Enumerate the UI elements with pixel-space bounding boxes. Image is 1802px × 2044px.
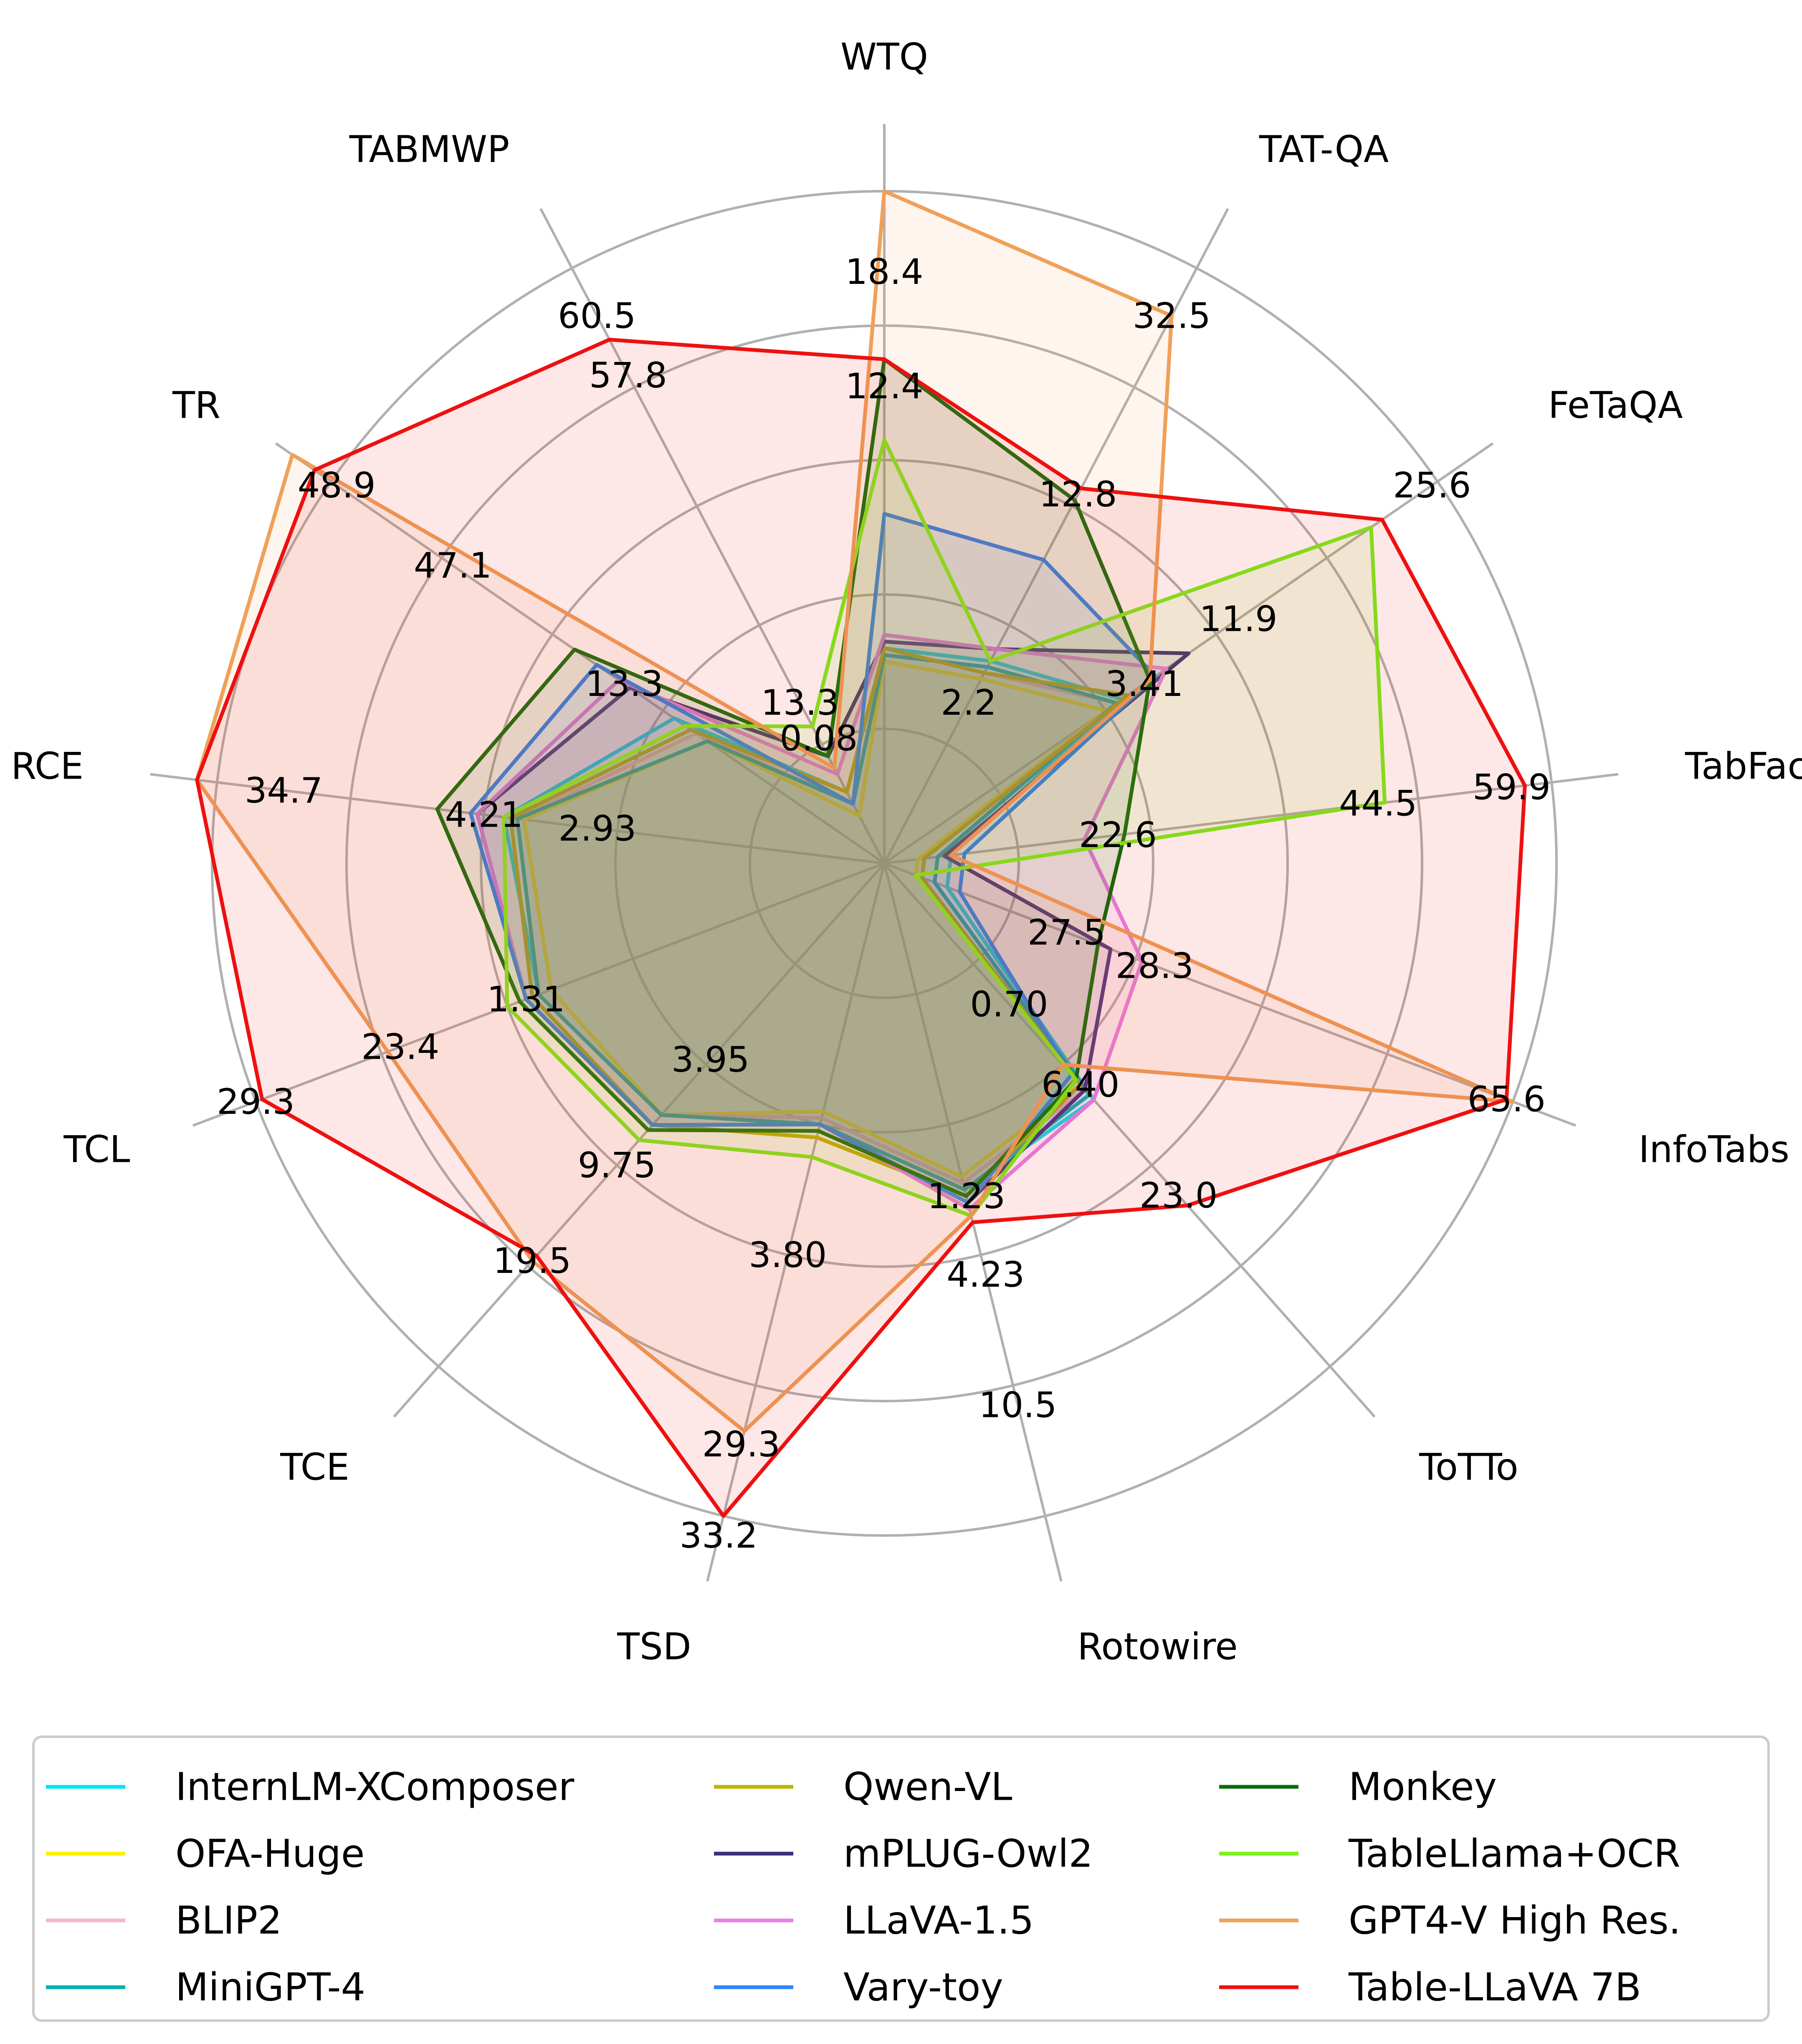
value-label: 2.2 xyxy=(941,682,997,723)
value-label: 23.4 xyxy=(361,1027,439,1068)
axis-labels: WTQ TAT-QA FeTaQA TabFact InfoTabs ToTTo Rotow… xyxy=(11,35,1802,1668)
axis-label-fetaqa: FeTaQA xyxy=(1548,384,1683,427)
series-table-llava-7b xyxy=(195,338,1527,1518)
value-label: 12.4 xyxy=(845,366,923,407)
axis-label-tsd: TSD xyxy=(617,1625,691,1668)
value-label: 28.3 xyxy=(1116,945,1194,986)
axis-label-tabfact: TabFact xyxy=(1685,745,1802,788)
value-label: 60.5 xyxy=(558,295,636,336)
value-label: 3.80 xyxy=(749,1234,827,1275)
legend-entry-gpt4-v-high-res-: GPT4-V High Res. xyxy=(1349,1898,1681,1943)
value-label: 3.41 xyxy=(1105,663,1183,704)
axis-line-tsd xyxy=(706,863,886,1582)
radar-series xyxy=(195,189,1527,1518)
legend-entry-monkey: Monkey xyxy=(1349,1765,1497,1809)
value-label: 59.9 xyxy=(1473,767,1551,808)
value-label: 13.3 xyxy=(761,682,839,723)
axis-label-tr: TR xyxy=(172,384,220,427)
axis-label-wtq: WTQ xyxy=(840,35,928,78)
legend-entry-qwen-vl: Qwen-VL xyxy=(843,1765,1012,1809)
legend-entry-mplug-owl2: mPLUG-Owl2 xyxy=(843,1832,1093,1876)
legend-entry-blip2: BLIP2 xyxy=(175,1898,282,1943)
value-label: 32.5 xyxy=(1133,295,1211,336)
series-llava-1-5 xyxy=(475,633,1169,1211)
value-label: 12.8 xyxy=(1039,474,1117,515)
axis-label-infotabs: InfoTabs xyxy=(1638,1128,1789,1171)
value-label: 0.70 xyxy=(970,984,1048,1025)
legend-entry-minigpt-4: MiniGPT-4 xyxy=(175,1965,365,2010)
value-label: 27.5 xyxy=(1028,912,1106,953)
value-label: 6.40 xyxy=(1041,1064,1119,1105)
series-tablellama-ocr xyxy=(502,438,1387,1218)
value-label: 9.75 xyxy=(578,1145,656,1186)
axis-label-rotowire: Rotowire xyxy=(1077,1625,1238,1668)
axis-label-rce: RCE xyxy=(11,745,84,788)
value-label: 23.0 xyxy=(1139,1175,1217,1216)
value-label: 22.6 xyxy=(1079,815,1157,855)
axis-line-tabfact xyxy=(884,773,1619,865)
series-gpt4-v-high-res- xyxy=(195,189,1515,1433)
value-label: 10.5 xyxy=(979,1384,1057,1425)
legend-frame xyxy=(32,1735,1770,2022)
value-labels: 18.4 12.4 32.5 12.8 2.2 25.6 11.9 3.41 59.9 44.5 2… xyxy=(217,251,1551,1556)
axis-label-tat-qa: TAT-QA xyxy=(1259,128,1389,171)
value-label: 13.3 xyxy=(585,663,663,704)
value-label: 11.9 xyxy=(1199,599,1277,640)
value-label: 47.1 xyxy=(414,545,492,586)
value-label: 1.31 xyxy=(487,979,565,1019)
value-label: 19.5 xyxy=(493,1240,571,1281)
value-label: 4.21 xyxy=(445,794,523,835)
value-label: 1.23 xyxy=(927,1176,1005,1217)
axis-label-totto: ToTTo xyxy=(1419,1446,1519,1489)
legend-entry-tablellama-ocr: TableLlama+OCR xyxy=(1348,1832,1681,1876)
value-label: 48.9 xyxy=(298,465,376,506)
legend-entry-ofa-huge: OFA-Huge xyxy=(175,1832,365,1876)
value-label: 65.6 xyxy=(1468,1079,1546,1120)
value-label: 44.5 xyxy=(1339,783,1417,824)
value-label: 25.6 xyxy=(1393,465,1471,506)
value-label: 57.8 xyxy=(589,355,667,396)
axis-line-totto xyxy=(883,863,1376,1418)
axis-label-tcl: TCL xyxy=(63,1128,130,1171)
legend: InternLM-XComposer OFA-Huge BLIP2 MiniGPT-4… xyxy=(32,1735,1770,2022)
axis-line-infotabs xyxy=(883,862,1576,1127)
axis-label-tabmwp: TABMWP xyxy=(349,128,510,171)
value-label: 34.7 xyxy=(245,770,323,811)
value-label: 2.93 xyxy=(558,808,636,849)
legend-entry-table-llava-7b: Table-LLaVA 7B xyxy=(1348,1965,1641,2010)
value-label: 29.3 xyxy=(702,1424,780,1465)
legend-entry-internlm-xcomposer: InternLM-XComposer xyxy=(175,1765,575,1809)
value-label: 33.2 xyxy=(680,1515,758,1556)
value-label: 29.3 xyxy=(217,1081,295,1122)
value-label: 3.95 xyxy=(671,1039,749,1080)
legend-entry-vary-toy: Vary-toy xyxy=(843,1965,1003,2010)
value-label: 18.4 xyxy=(845,251,923,292)
value-label: 0.08 xyxy=(780,718,858,759)
value-label: 4.23 xyxy=(947,1254,1025,1295)
axis-label-tce: TCE xyxy=(280,1446,349,1489)
series-monkey xyxy=(435,357,1152,1198)
legend-entry-llava-1-5: LLaVA-1.5 xyxy=(843,1898,1034,1943)
